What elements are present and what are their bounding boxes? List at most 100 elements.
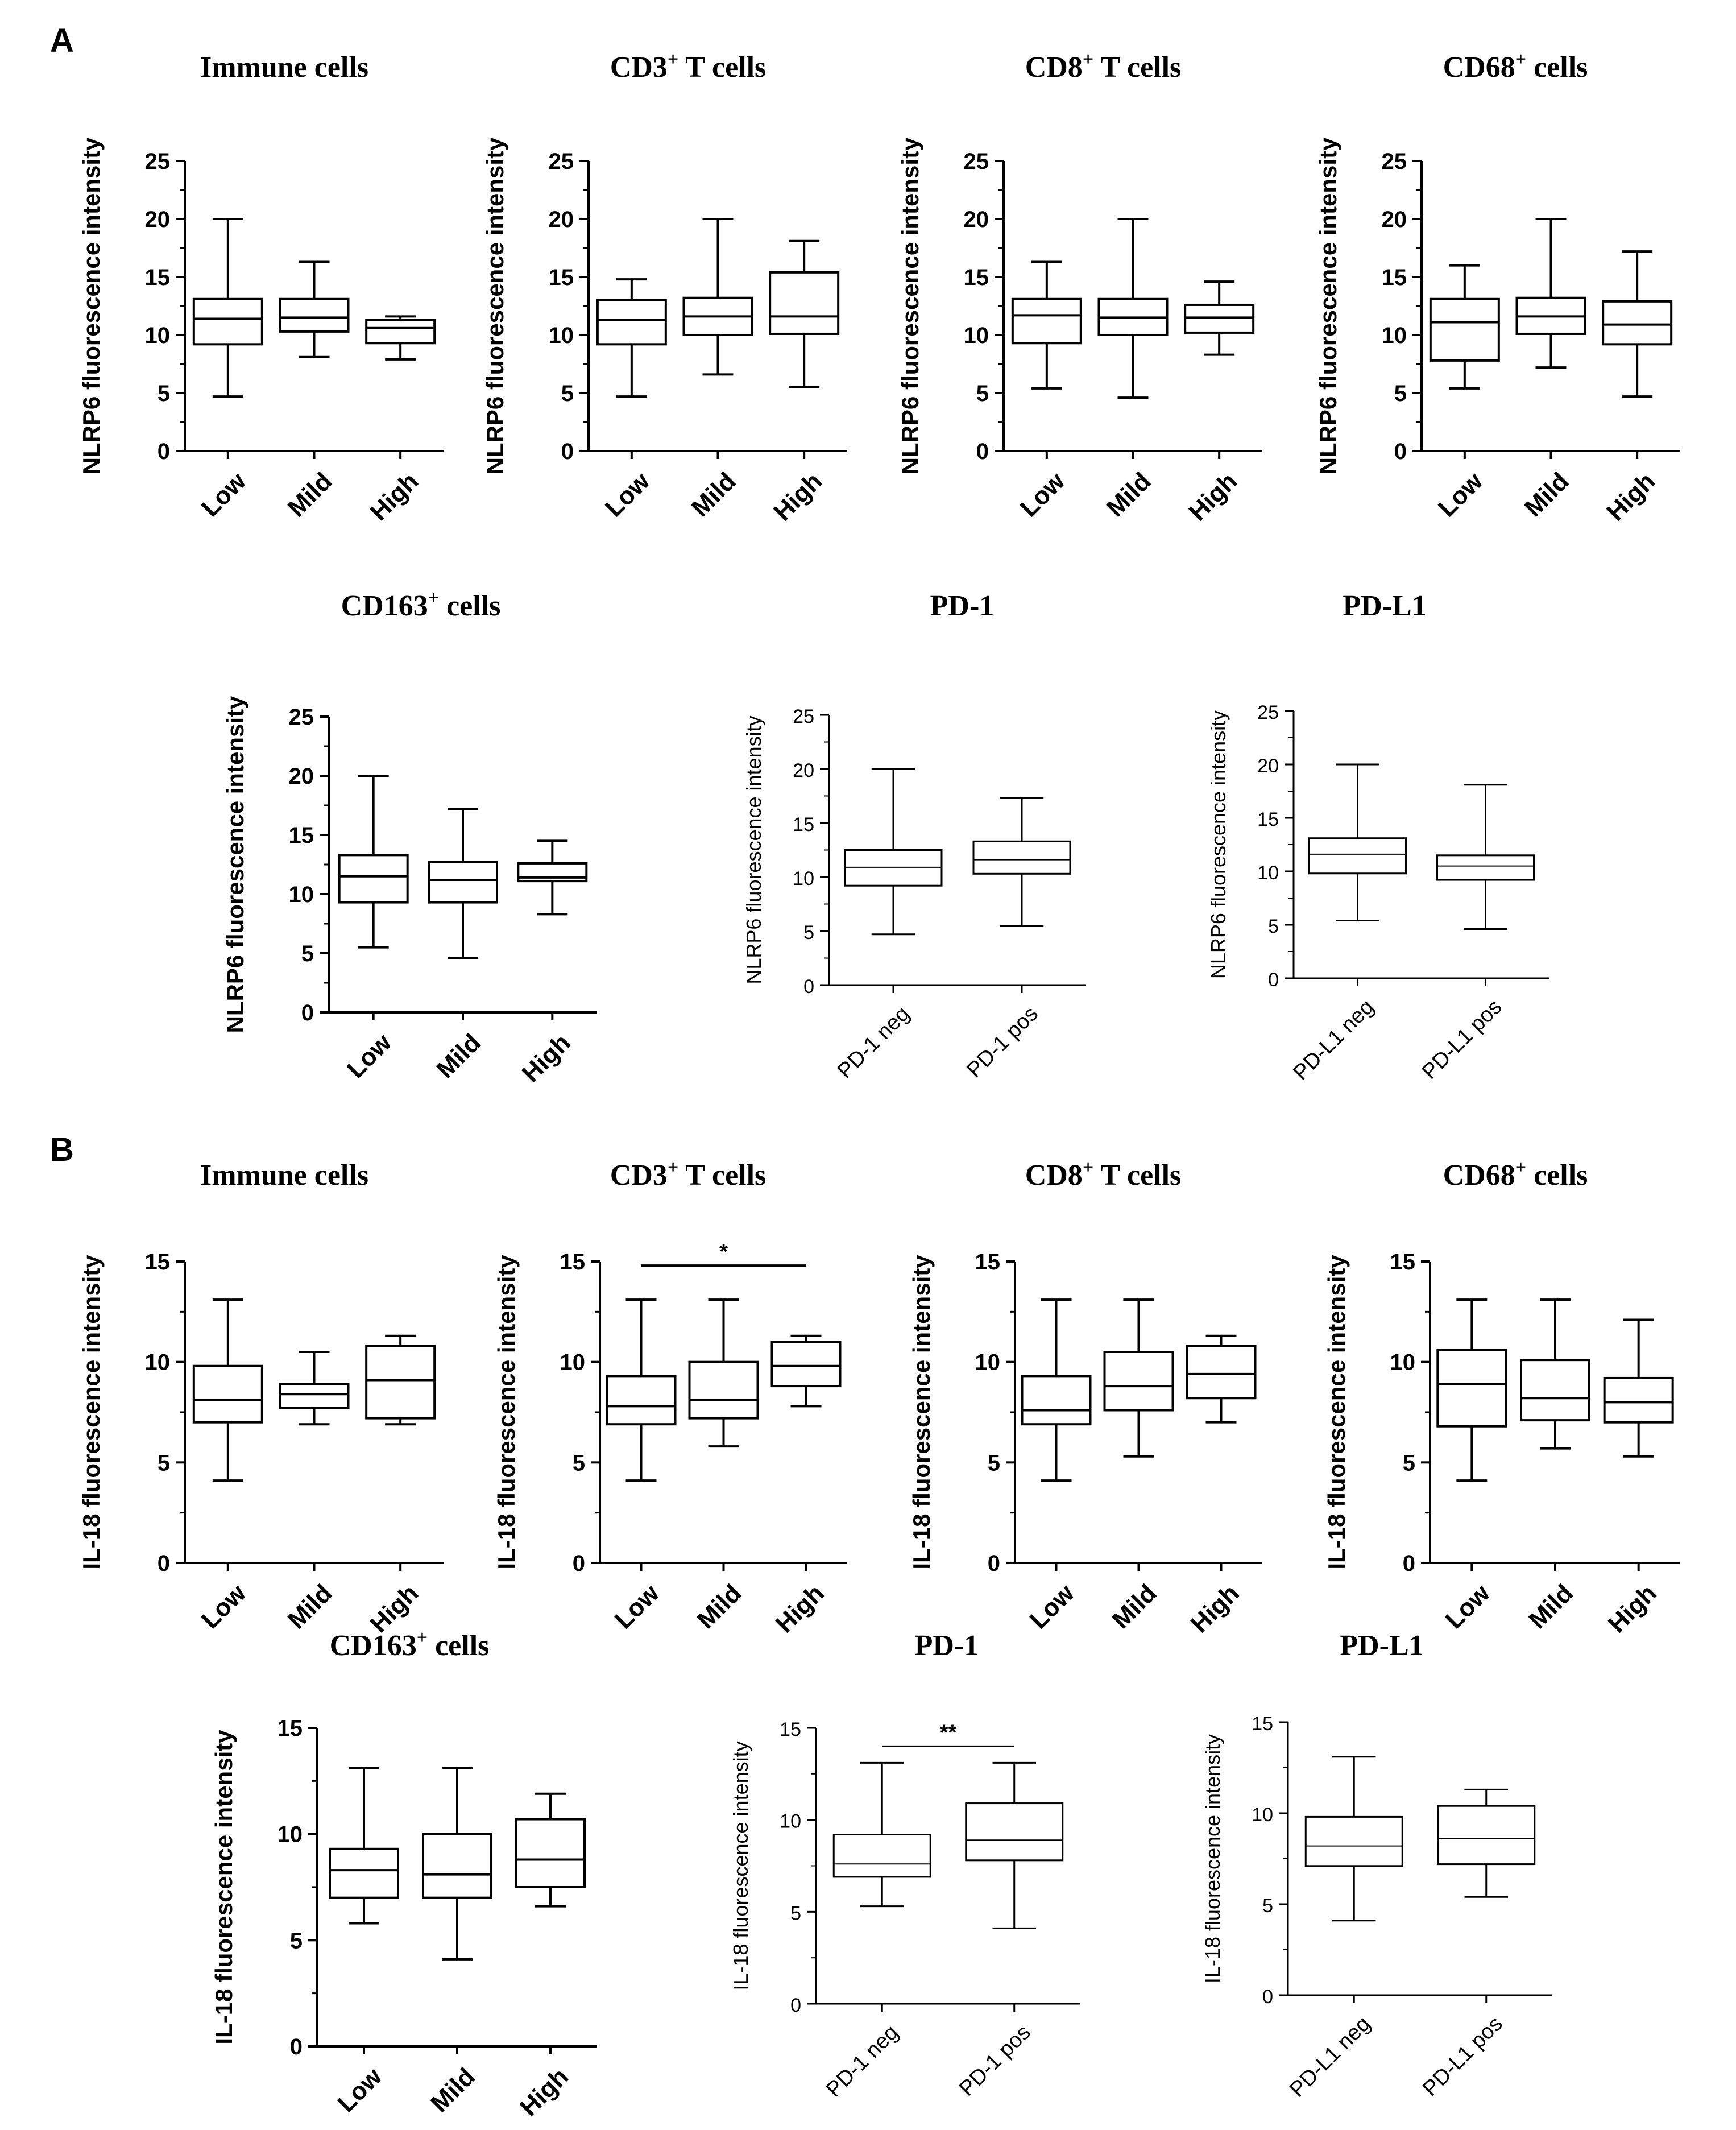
y-tick-label: 25	[145, 149, 171, 174]
y-tick-label: 15	[560, 1250, 586, 1275]
iqr-box	[1308, 837, 1407, 875]
box-low: Low	[192, 1298, 263, 1634]
chart-immune-cells: Immune cells 0 5 10 15 IL-18 fluorescence int…	[78, 1159, 444, 1638]
chart-title: CD68+ cells	[1443, 1157, 1588, 1192]
box-pd-1-neg: PD-1 neg	[833, 768, 943, 1083]
y-tick-label: 0	[803, 976, 814, 998]
y-tick-label: 20	[145, 207, 171, 232]
box-mild: Mild	[279, 1351, 350, 1634]
y-tick-label: 5	[1403, 1450, 1415, 1475]
x-tick-label: Mild	[283, 467, 338, 522]
iqr-box	[1103, 1351, 1174, 1412]
y-tick-label: 25	[964, 149, 989, 174]
y-tick-label: 15	[145, 1250, 171, 1275]
box-mild: Mild	[1097, 218, 1169, 522]
y-tick-label: 15	[1390, 1250, 1416, 1275]
y-axis-label: NLRP6 fluorescence intensity	[897, 137, 923, 474]
x-tick-label: Mild	[431, 1028, 486, 1083]
box-pd-1-neg: PD-1 neg	[822, 1761, 931, 2102]
x-tick-label: Low	[600, 467, 655, 522]
y-axis-label: IL-18 fluorescence intensity	[729, 1741, 752, 1990]
y-tick-label: 20	[793, 760, 814, 781]
box-mild: Mild	[422, 1767, 492, 2117]
box-low: Low	[338, 775, 409, 1083]
box-high: High	[770, 1334, 842, 1638]
iqr-box	[365, 319, 436, 345]
chart-title: Immune cells	[200, 51, 368, 84]
y-tick-label: 10	[549, 323, 574, 348]
x-tick-label: PD-1 neg	[822, 2020, 903, 2102]
y-tick-label: 0	[988, 1551, 1000, 1576]
x-tick-label: Mild	[283, 1579, 338, 1634]
iqr-box	[972, 840, 1071, 875]
x-tick-label: High	[517, 1028, 576, 1087]
y-tick-label: 0	[1262, 1986, 1273, 2008]
y-axis-label: IL-18 fluorescence intensity	[1201, 1734, 1224, 1983]
y-axis-label: NLRP6 fluorescence intensity	[1207, 710, 1230, 979]
x-tick-label: Mild	[692, 1579, 747, 1634]
y-tick-label: 0	[158, 1551, 170, 1576]
y-tick-label: 5	[290, 1928, 303, 1953]
chart-cd163: CD163+ cells 0 5 10 15 IL-18 fluorescence int…	[210, 1627, 597, 2121]
box-pd-1-pos: PD-1 pos	[962, 797, 1071, 1082]
x-tick-label: High	[365, 467, 424, 526]
y-tick-label: 5	[988, 1450, 1000, 1475]
iqr-box	[1184, 303, 1255, 334]
y-tick-label: 20	[549, 207, 574, 232]
x-tick-label: Low	[1440, 1579, 1495, 1634]
x-tick-label: Mild	[686, 467, 741, 522]
y-tick-label: 5	[573, 1450, 585, 1475]
box-low: Low	[596, 278, 667, 522]
y-tick-label: 0	[790, 1995, 801, 2016]
chart-pd-1: PD-1 0 5 10 15 IL-18 fluorescence intensity PD…	[729, 1629, 1080, 2102]
chart-cd163: CD163+ cells 0 5 10 15 20 25 NLRP6 fluorescence…	[222, 588, 597, 1087]
iqr-box	[517, 862, 588, 883]
box-low: Low	[329, 1767, 399, 2117]
iqr-box	[606, 1375, 677, 1426]
box-high: High	[517, 839, 588, 1087]
chart-pd-l1: PD-L1 0 5 10 15 IL-18 fluorescence intensity P…	[1201, 1629, 1552, 2102]
y-axis-label: NLRP6 fluorescence intensity	[482, 137, 508, 474]
iqr-box	[365, 1345, 436, 1420]
y-tick-label: 0	[573, 1551, 585, 1576]
chart-cd3: CD3+ T cells 0 5 10 15 20 25 NLRP6 fluorescence…	[482, 49, 847, 526]
y-tick-label: 15	[1252, 1713, 1273, 1735]
y-axis-label: IL-18 fluorescence intensity	[1323, 1255, 1350, 1570]
box-mild: Mild	[279, 260, 350, 522]
y-tick-label: 25	[1257, 702, 1279, 723]
y-axis-label: IL-18 fluorescence intensity	[908, 1255, 935, 1570]
y-tick-label: 0	[1403, 1551, 1415, 1576]
x-tick-label: Low	[196, 467, 251, 522]
y-tick-label: 5	[976, 381, 989, 406]
y-tick-label: 10	[277, 1822, 303, 1847]
chart-cd68: CD68+ cells 0 5 10 15 IL-18 fluorescence inte…	[1323, 1157, 1680, 1638]
box-low: Low	[1436, 1298, 1507, 1634]
x-tick-label: Low	[1015, 467, 1070, 522]
chart-title: PD-1	[930, 590, 995, 622]
y-tick-label: 25	[793, 706, 814, 727]
y-tick-label: 15	[289, 823, 314, 848]
y-tick-label: 20	[1257, 755, 1279, 777]
y-tick-label: 0	[301, 1000, 314, 1025]
chart-immune-cells: Immune cells 0 5 10 15 20 25 NLRP6 fluorescence…	[78, 51, 444, 526]
box-pd-l1-pos: PD-L1 pos	[1418, 1788, 1536, 2101]
y-tick-label: 10	[289, 882, 314, 907]
box-mild: Mild	[428, 808, 498, 1083]
y-tick-label: 15	[277, 1716, 303, 1741]
x-tick-label: High	[1602, 467, 1661, 526]
y-tick-label: 15	[975, 1250, 1001, 1275]
y-tick-label: 5	[301, 941, 314, 966]
chart-title: Immune cells	[200, 1159, 368, 1192]
chart-title: CD163+ cells	[341, 588, 501, 622]
y-axis-label: IL-18 fluorescence intensity	[78, 1255, 105, 1570]
y-tick-label: 15	[780, 1719, 801, 1740]
y-tick-label: 10	[1382, 323, 1407, 348]
y-tick-label: 0	[1394, 439, 1407, 464]
panel-letter-a: A	[50, 22, 74, 59]
iqr-box	[1603, 1376, 1674, 1424]
box-low: Low	[1011, 260, 1082, 522]
x-tick-label: Mild	[1101, 467, 1157, 522]
iqr-box	[1436, 854, 1535, 881]
x-tick-label: PD-1 neg	[833, 1002, 914, 1083]
